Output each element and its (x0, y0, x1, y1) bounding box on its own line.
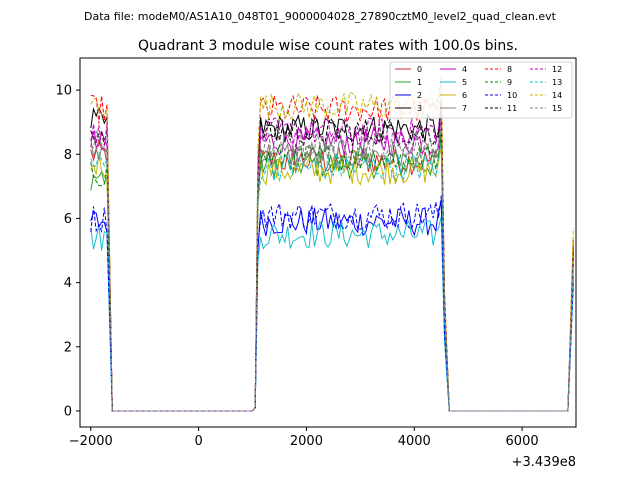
y-tick-label: 0 (64, 404, 72, 419)
x-tick-label: 2000 (290, 434, 323, 449)
legend-label-1: 1 (417, 78, 422, 87)
y-tick-label: 6 (64, 212, 72, 227)
series-line-6 (90, 146, 574, 412)
legend-label-6: 6 (462, 91, 467, 100)
legend-label-5: 5 (462, 78, 467, 87)
legend-label-13: 13 (552, 78, 562, 87)
series-line-0 (90, 135, 574, 412)
series-line-15 (90, 117, 574, 412)
series-layer (90, 75, 574, 412)
series-line-3 (90, 100, 574, 412)
y-tick-label: 2 (64, 340, 72, 355)
x-tick-label: 4000 (398, 434, 431, 449)
legend-label-7: 7 (462, 104, 467, 113)
series-line-1 (90, 139, 574, 412)
plot-area (79, 57, 577, 428)
legend-label-0: 0 (417, 65, 422, 74)
x-tick-label: 6000 (506, 434, 539, 449)
legend-label-14: 14 (552, 91, 562, 100)
legend-label-9: 9 (507, 78, 512, 87)
x-axis: −2000 0 2000 4000 6000 (69, 427, 539, 449)
chart-title: Quadrant 3 module wise count rates with … (138, 38, 518, 54)
y-tick-label: 10 (55, 84, 72, 99)
y-tick-label: 8 (64, 148, 72, 163)
chart-header: Data file: modeM0/AS1A10_048T01_90000040… (84, 10, 557, 23)
legend-label-4: 4 (462, 65, 467, 74)
series-line-11 (90, 103, 574, 412)
y-tick-label: 4 (64, 276, 72, 291)
legend-label-12: 12 (552, 65, 562, 74)
series-line-8 (90, 79, 574, 412)
series-line-13 (90, 142, 574, 412)
x-tick-label: −2000 (69, 434, 113, 449)
legend-label-15: 15 (552, 104, 562, 113)
series-line-4 (90, 114, 574, 412)
plot-frame (79, 57, 577, 428)
legend-label-8: 8 (507, 65, 512, 74)
legend-label-3: 3 (417, 104, 422, 113)
x-offset-label: +3.439e8 (512, 455, 576, 470)
legend-label-2: 2 (417, 91, 422, 100)
legend-box (389, 61, 573, 119)
series-line-12 (90, 103, 574, 412)
legend-label-11: 11 (507, 104, 517, 113)
y-axis: 0 2 4 6 8 10 (55, 84, 80, 419)
series-line-5 (90, 216, 574, 412)
x-tick-label: 0 (194, 434, 202, 449)
series-line-14 (90, 75, 574, 412)
series-line-10 (90, 195, 574, 412)
legend-label-10: 10 (507, 91, 517, 100)
